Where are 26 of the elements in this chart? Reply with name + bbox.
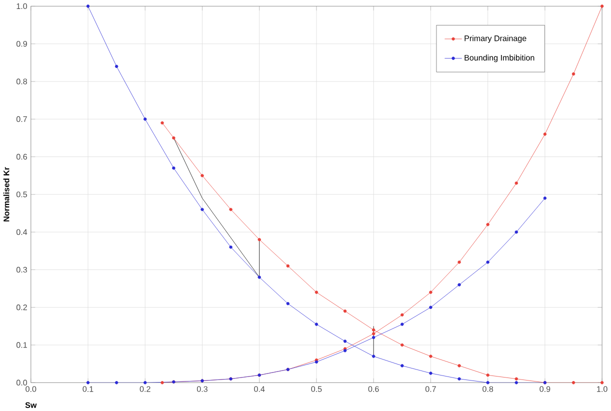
legend-label: Bounding Imbibition xyxy=(464,54,534,62)
y-tick-label: 0.7 xyxy=(16,116,27,122)
y-axis-title: Normalised Kr xyxy=(3,166,10,222)
y-tick-label: 0.3 xyxy=(16,266,27,272)
y-tick-label: 0.9 xyxy=(16,40,27,47)
x-tick-label: 0.1 xyxy=(82,386,94,392)
legend-label: Primary Drainage xyxy=(464,35,526,43)
y-tick-label: 0.0 xyxy=(16,380,28,386)
y-tick-label: 0.5 xyxy=(16,191,27,198)
x-tick-label: 0.5 xyxy=(311,386,322,392)
x-tick-label: 0.7 xyxy=(425,386,436,392)
x-tick-label: 0.0 xyxy=(26,386,36,392)
x-tick-label: 0.3 xyxy=(196,386,208,392)
x-tick-label: 0.4 xyxy=(254,386,265,392)
y-tick-label: 0.4 xyxy=(16,229,28,235)
y-tick-label: 1.0 xyxy=(16,3,28,9)
x-tick-label: 0.9 xyxy=(540,386,550,392)
x-tick-label: 0.2 xyxy=(140,386,150,392)
y-tick-label: 0.8 xyxy=(16,78,27,84)
x-axis-title: Sw xyxy=(25,402,37,408)
x-tick-label: 0.6 xyxy=(368,386,379,392)
y-tick-label: 0.1 xyxy=(16,342,27,348)
y-tick-label: 0.2 xyxy=(16,304,27,310)
x-tick-label: 1.0 xyxy=(597,386,608,392)
y-tick-label: 0.6 xyxy=(16,154,27,160)
x-tick-label: 0.8 xyxy=(482,386,494,392)
